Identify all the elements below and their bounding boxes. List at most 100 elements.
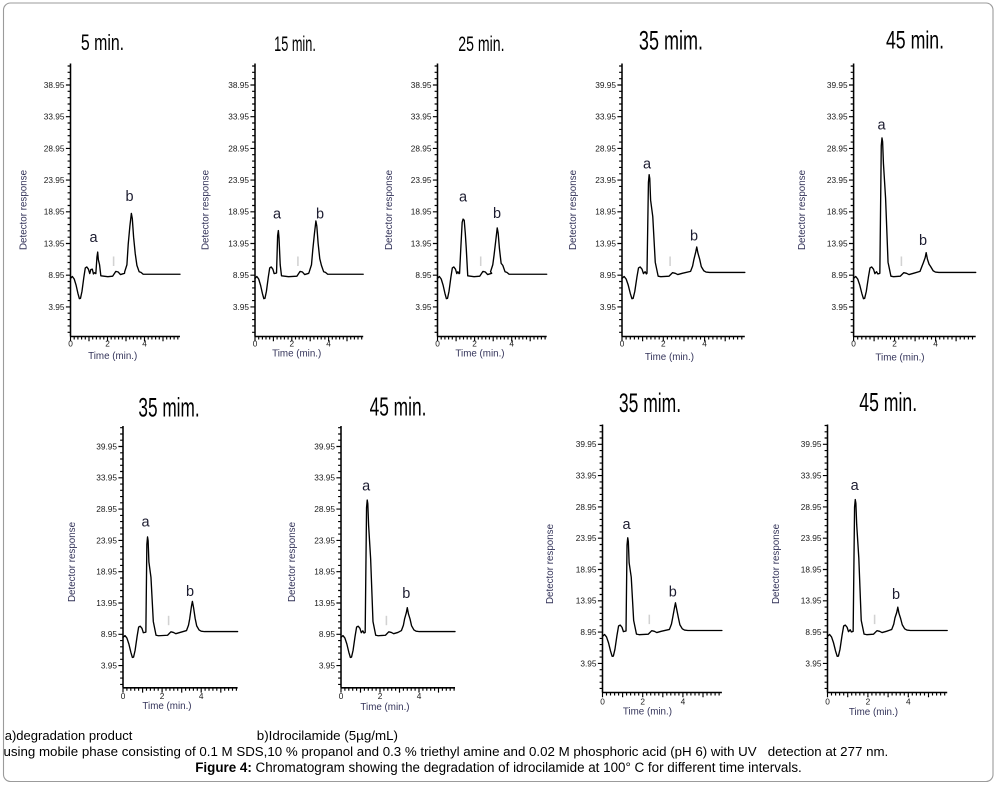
svg-text:4: 4 [509,339,514,349]
svg-text:18.95: 18.95 [228,207,249,217]
svg-text:Detector response: Detector response [771,523,782,604]
svg-text:13.95: 13.95 [314,598,335,608]
svg-text:b: b [690,229,698,245]
svg-text:28.95: 28.95 [411,143,432,153]
svg-text:4: 4 [326,339,331,349]
svg-text:Detector response: Detector response [797,169,808,250]
svg-text:23.95: 23.95 [801,533,822,543]
svg-text:8.95: 8.95 [101,629,118,639]
svg-text:b: b [892,587,900,603]
svg-text:38.95: 38.95 [228,80,249,90]
svg-text:a: a [643,157,652,173]
svg-text:4: 4 [142,339,147,349]
svg-text:a: a [877,118,886,134]
svg-text:2: 2 [289,339,294,349]
svg-text:3.95: 3.95 [600,302,617,312]
svg-text:0: 0 [435,339,440,349]
svg-text:b: b [669,585,677,601]
svg-text:Time (min.): Time (min.) [142,701,191,712]
svg-text:0: 0 [339,691,344,701]
svg-text:35 mim.: 35 mim. [619,388,681,418]
svg-text:b: b [493,206,501,222]
svg-text:13.95: 13.95 [801,596,822,606]
svg-text:4: 4 [702,339,707,349]
svg-text:Detector response: Detector response [67,521,78,602]
svg-text:18.95: 18.95 [314,567,335,577]
svg-text:Time (min.): Time (min.) [455,348,504,359]
svg-text:35 mim.: 35 mim. [138,393,199,423]
svg-text:4: 4 [199,691,204,701]
svg-text:0: 0 [620,339,625,349]
svg-text:0: 0 [68,339,73,349]
svg-text:2: 2 [661,339,666,349]
svg-text:3.95: 3.95 [580,658,597,668]
svg-text:8.95: 8.95 [415,270,432,280]
svg-text:b: b [186,584,194,600]
svg-text:18.95: 18.95 [96,567,117,577]
svg-text:a: a [851,478,860,494]
svg-text:2: 2 [640,697,645,707]
svg-text:a: a [273,207,282,223]
svg-text:39.95: 39.95 [576,439,597,449]
svg-text:0: 0 [825,697,830,707]
svg-text:45 min.: 45 min. [370,392,427,421]
svg-text:23.95: 23.95 [827,175,848,185]
svg-text:33.95: 33.95 [96,473,117,483]
svg-text:Detector response: Detector response [200,169,211,250]
svg-text:13.95: 13.95 [44,238,65,248]
svg-text:a: a [89,230,98,246]
svg-text:Time (min.): Time (min.) [849,707,898,718]
svg-text:28.95: 28.95 [314,504,335,514]
svg-text:39.95: 39.95 [801,439,822,449]
svg-text:33.95: 33.95 [827,112,848,122]
svg-text:38.95: 38.95 [411,80,432,90]
svg-text:39.95: 39.95 [96,441,117,451]
svg-text:3.95: 3.95 [101,661,118,671]
svg-text:33.95: 33.95 [314,473,335,483]
svg-text:13.95: 13.95 [411,238,432,248]
svg-text:Detector response: Detector response [287,521,298,602]
svg-text:2: 2 [160,691,165,701]
svg-text:33.95: 33.95 [44,112,65,122]
svg-text:3.95: 3.95 [233,302,250,312]
svg-text:Time (min.): Time (min.) [875,352,924,363]
svg-text:b: b [919,233,927,249]
svg-text:8.95: 8.95 [48,270,65,280]
svg-text:18.95: 18.95 [411,207,432,217]
svg-text:b: b [402,586,410,602]
svg-text:2: 2 [378,691,383,701]
svg-text:18.95: 18.95 [801,564,822,574]
svg-text:15 min.: 15 min. [274,31,316,55]
svg-text:8.95: 8.95 [580,627,597,637]
svg-text:45 min.: 45 min. [886,25,944,54]
svg-text:25 min.: 25 min. [458,32,504,56]
svg-text:2: 2 [472,339,477,349]
svg-text:38.95: 38.95 [44,80,65,90]
svg-text:23.95: 23.95 [411,175,432,185]
svg-text:28.95: 28.95 [827,143,848,153]
svg-text:Time (min.): Time (min.) [272,348,321,359]
svg-text:Detector response: Detector response [384,169,395,250]
svg-text:2: 2 [892,339,897,349]
svg-text:4: 4 [933,339,938,349]
svg-text:5 min.: 5 min. [81,32,124,56]
svg-text:13.95: 13.95 [96,598,117,608]
svg-text:4: 4 [681,697,686,707]
svg-text:b: b [125,189,133,205]
svg-text:39.95: 39.95 [827,80,848,90]
svg-text:18.95: 18.95 [44,207,65,217]
svg-text:0: 0 [851,339,856,349]
svg-text:4: 4 [906,697,911,707]
svg-text:28.95: 28.95 [228,143,249,153]
svg-text:33.95: 33.95 [801,471,822,481]
svg-text:39.95: 39.95 [314,441,335,451]
svg-text:23.95: 23.95 [595,175,616,185]
svg-text:Detector response: Detector response [568,169,579,250]
svg-text:Time (min.): Time (min.) [645,352,694,363]
svg-text:33.95: 33.95 [595,112,616,122]
svg-text:2: 2 [866,697,871,707]
svg-text:28.95: 28.95 [44,143,65,153]
svg-text:13.95: 13.95 [827,238,848,248]
svg-text:28.95: 28.95 [96,504,117,514]
svg-text:a: a [622,517,631,533]
